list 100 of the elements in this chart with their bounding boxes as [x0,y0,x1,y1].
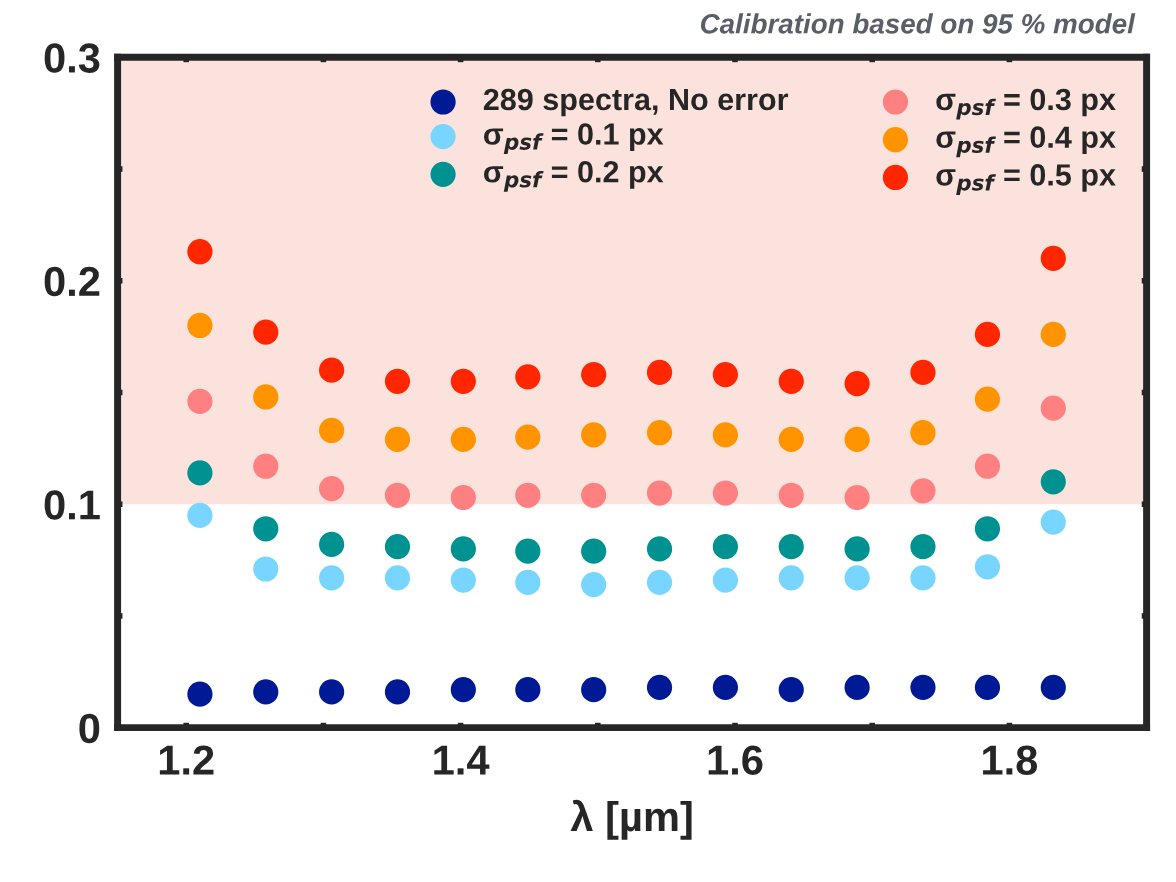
point [646,480,673,506]
point [1040,469,1066,495]
legend-label: σ$_{psf}$ = 0.5 px [936,164,1116,195]
point [319,417,345,444]
point [844,484,870,511]
legend-label: σ$_{psf}$ = 0.3 px [936,88,1116,120]
point [581,482,607,508]
point [712,362,739,388]
point [319,679,345,705]
point [187,460,213,486]
point [844,536,870,562]
point [187,681,213,707]
point [384,565,411,591]
point [515,538,541,564]
point [253,556,279,582]
point [187,312,213,339]
point [450,677,476,703]
point [646,420,673,446]
point [253,319,279,345]
y-tick-label: 0.1 [44,490,100,520]
point [910,420,936,446]
point [646,359,673,385]
point [910,534,936,560]
point [910,674,936,701]
point [1040,674,1066,701]
point [450,484,476,511]
x-tick-label: 1.6 [708,745,763,775]
point [910,359,936,385]
point [646,674,673,701]
x-axis-title: λ [µm] [570,799,692,840]
point [450,426,476,453]
point [581,572,607,598]
point [581,422,607,448]
point [712,534,739,560]
point [844,674,870,701]
point [187,502,213,528]
point [319,475,345,502]
point [712,674,739,701]
y-tick-label: 0.2 [44,266,100,297]
point [581,538,607,564]
point [844,426,870,453]
text: Calibration based on 95 % model [700,13,1136,34]
point [778,677,804,703]
point [778,565,804,591]
point [1040,321,1066,348]
point [253,516,279,542]
point [450,567,476,593]
point [778,534,804,560]
point [974,516,1001,542]
point [778,482,804,508]
point [384,679,411,705]
point [844,565,870,591]
point [712,422,739,448]
point [384,426,411,453]
point [1040,245,1066,272]
point [646,569,673,596]
point [974,674,1001,701]
point [515,569,541,596]
point [974,386,1001,412]
y-tick-label: 0.3 [44,43,100,73]
point [319,531,345,558]
y-tick-label: 0 [79,713,100,744]
point [253,679,279,705]
point [974,453,1001,479]
point [1040,395,1066,421]
point [187,239,213,265]
point [253,453,279,479]
point [910,565,936,591]
point [974,554,1001,580]
point [515,424,541,450]
point [712,567,739,593]
x-tick-label: 1.2 [159,745,214,775]
point [778,368,804,394]
legend-label: σ$_{psf}$ = 0.4 px [936,126,1116,158]
point [515,364,541,390]
x-tick-label: 1.8 [983,745,1038,775]
point [384,534,411,560]
point [384,482,411,508]
point [581,677,607,703]
point [253,384,279,410]
legend-label: 289 spectra, No error [483,88,789,117]
x-tick-label: 1.4 [434,745,490,775]
point [450,536,476,562]
point [844,370,870,397]
point [712,480,739,506]
point [450,368,476,394]
point [581,362,607,388]
point [646,536,673,562]
point [319,357,345,383]
point [778,426,804,453]
point [974,321,1001,348]
point [384,368,411,394]
legend-label: σ$_{psf}$ = 0.1 px [483,123,664,155]
point [910,478,936,504]
point [1040,509,1066,535]
legend-label: σ$_{psf}$ = 0.2 px [483,160,664,192]
point [515,677,541,703]
point [319,565,345,591]
point [187,388,213,415]
point [515,482,541,508]
